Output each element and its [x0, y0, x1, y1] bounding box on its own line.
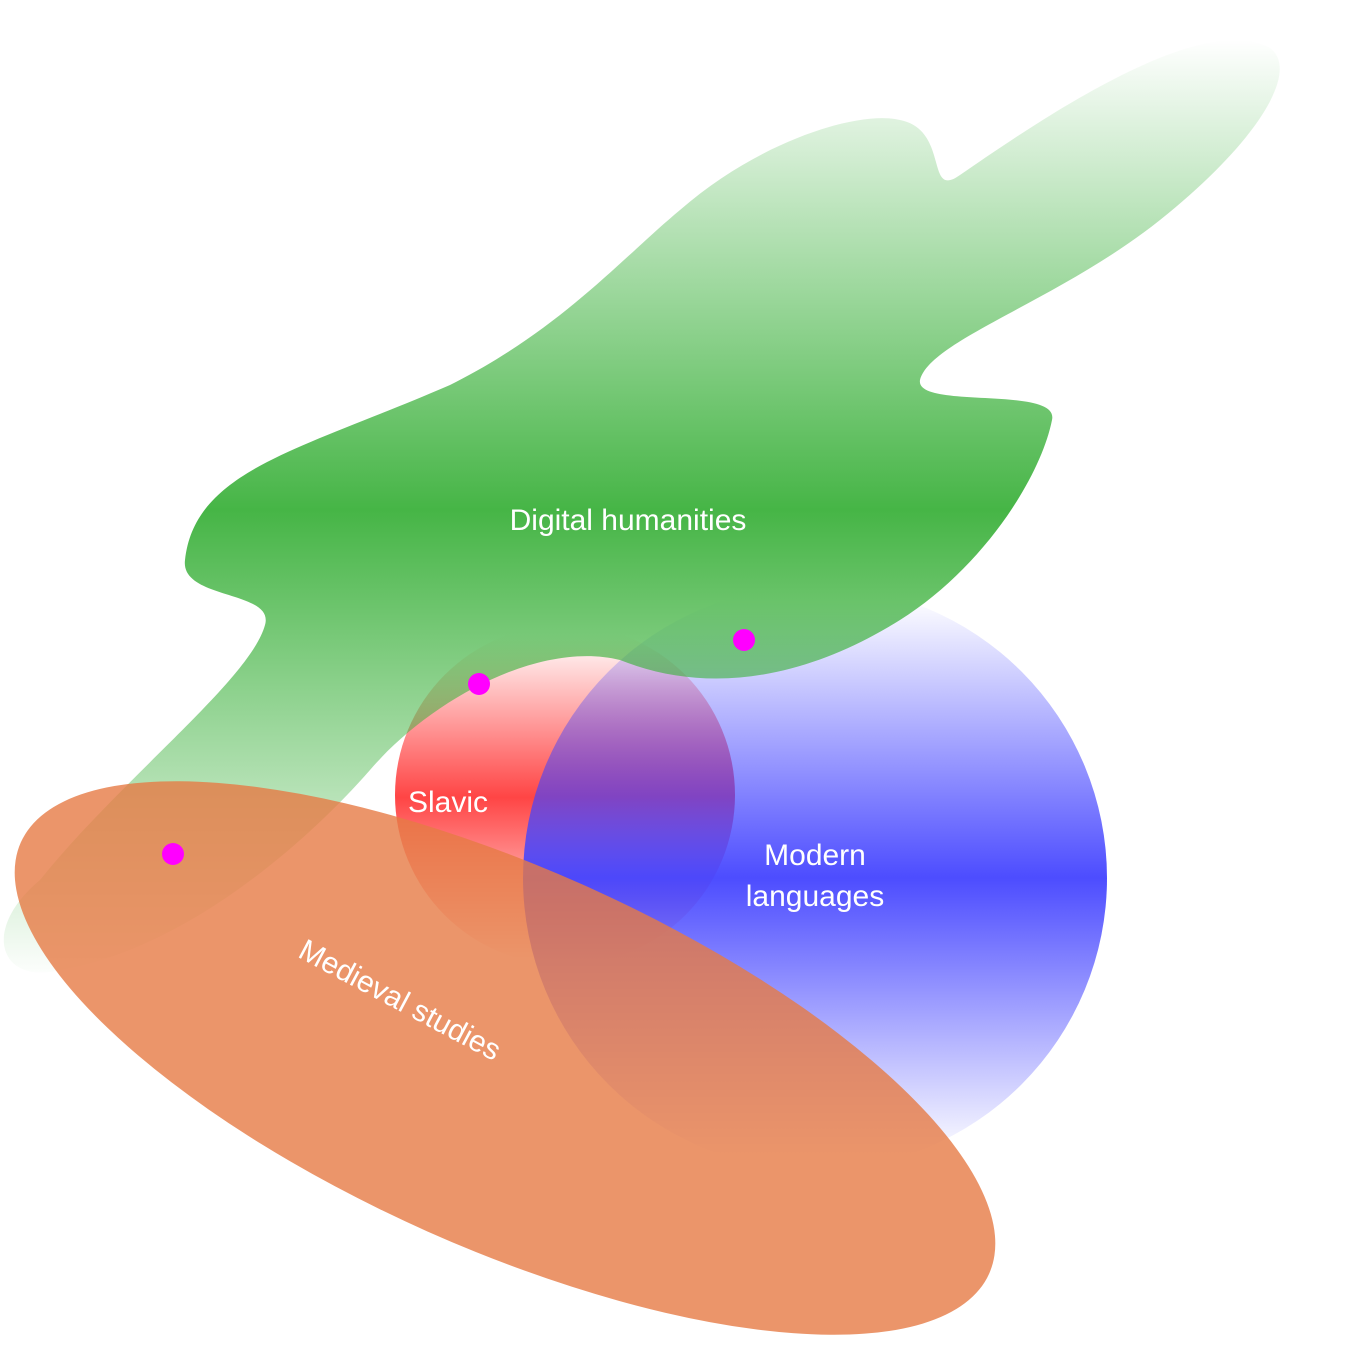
medieval-studies-region	[14, 781, 996, 1335]
marker-dot	[468, 673, 490, 695]
slavic-label: Slavic	[408, 786, 488, 819]
modern-languages-label-line1: Modern	[764, 839, 866, 872]
marker-dot	[162, 843, 184, 865]
marker-dot	[733, 629, 755, 651]
digital-humanities-region	[3, 40, 1280, 973]
digital-humanities-label: Digital humanities	[510, 504, 747, 537]
modern-languages-label-line2: languages	[746, 880, 884, 913]
